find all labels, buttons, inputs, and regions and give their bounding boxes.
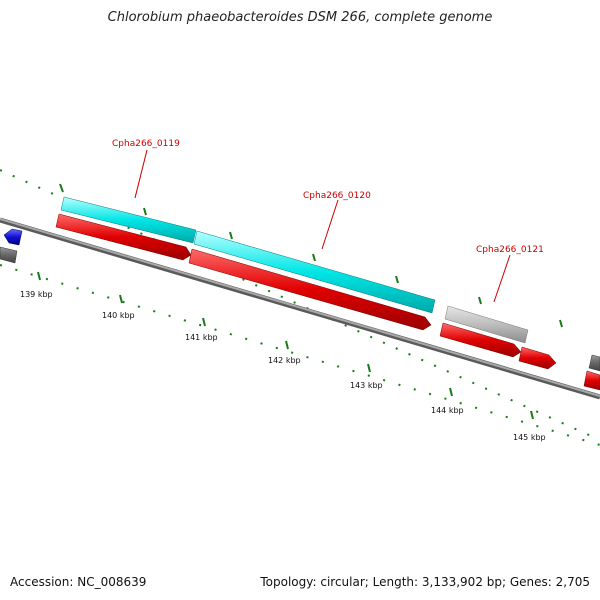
gene-label-cpha266-0121[interactable]: Cpha266_0121 [476,245,544,255]
tick-label-139: 139 kbp [20,290,53,299]
accession-text: Accession: NC_008639 [10,575,147,589]
leader-line-0119 [134,149,148,199]
gene-label-cpha266-0119[interactable]: Cpha266_0119 [112,139,180,149]
inner-tick-ring [0,264,600,446]
genome-summary-text: Topology: circular; Length: 3,133,902 bp… [260,575,590,589]
tick-label-141: 141 kbp [185,333,218,342]
leader-line-0120 [321,199,339,250]
leader-line-0121 [493,254,511,303]
gray-feature-right[interactable] [588,354,600,372]
gray-feature-left[interactable] [0,246,18,264]
gene-bar-cpha266-0119[interactable] [60,196,197,244]
cds-arrow-cpha266-0121-b[interactable] [518,346,557,370]
genome-backbone [0,217,600,400]
tick-label-145: 145 kbp [513,433,546,442]
map-title: Chlorobium phaeobacteroides DSM 266, com… [107,10,493,25]
gene-bar-cpha266-0120[interactable] [193,230,436,314]
cds-arrow-cpha266-0121-a[interactable] [439,322,522,358]
tick-label-144: 144 kbp [431,406,464,415]
gene-label-cpha266-0120[interactable]: Cpha266_0120 [303,191,371,201]
gene-bar-cpha266-0121[interactable] [444,305,529,344]
tick-label-142: 142 kbp [268,356,301,365]
cds-arrow-right-edge[interactable] [583,370,600,391]
cds-arrow-cpha266-0120[interactable] [188,248,432,331]
blue-reverse-arrow[interactable] [3,228,23,246]
tick-label-140: 140 kbp [102,311,135,320]
outer-tick-ring [0,169,600,441]
tick-label-143: 143 kbp [350,381,383,390]
cds-arrow-cpha266-0119[interactable] [55,213,192,261]
